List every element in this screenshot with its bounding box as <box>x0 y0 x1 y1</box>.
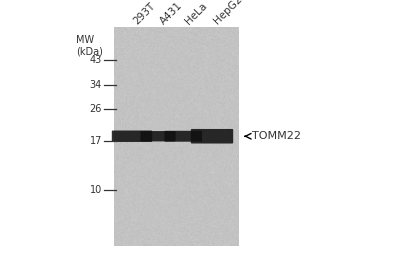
Text: A431: A431 <box>158 0 184 26</box>
FancyBboxPatch shape <box>140 131 176 141</box>
Text: TOMM22: TOMM22 <box>252 131 301 141</box>
Text: 26: 26 <box>90 105 102 114</box>
FancyBboxPatch shape <box>112 131 152 142</box>
FancyBboxPatch shape <box>164 131 202 142</box>
Text: HeLa: HeLa <box>183 0 209 26</box>
Text: HepG2: HepG2 <box>212 0 244 26</box>
Text: MW
(kDa): MW (kDa) <box>76 35 103 57</box>
Text: 17: 17 <box>90 136 102 146</box>
Text: 10: 10 <box>90 185 102 195</box>
FancyBboxPatch shape <box>191 129 233 144</box>
Text: 293T: 293T <box>132 1 158 26</box>
Text: 43: 43 <box>90 55 102 65</box>
Text: 34: 34 <box>90 80 102 90</box>
